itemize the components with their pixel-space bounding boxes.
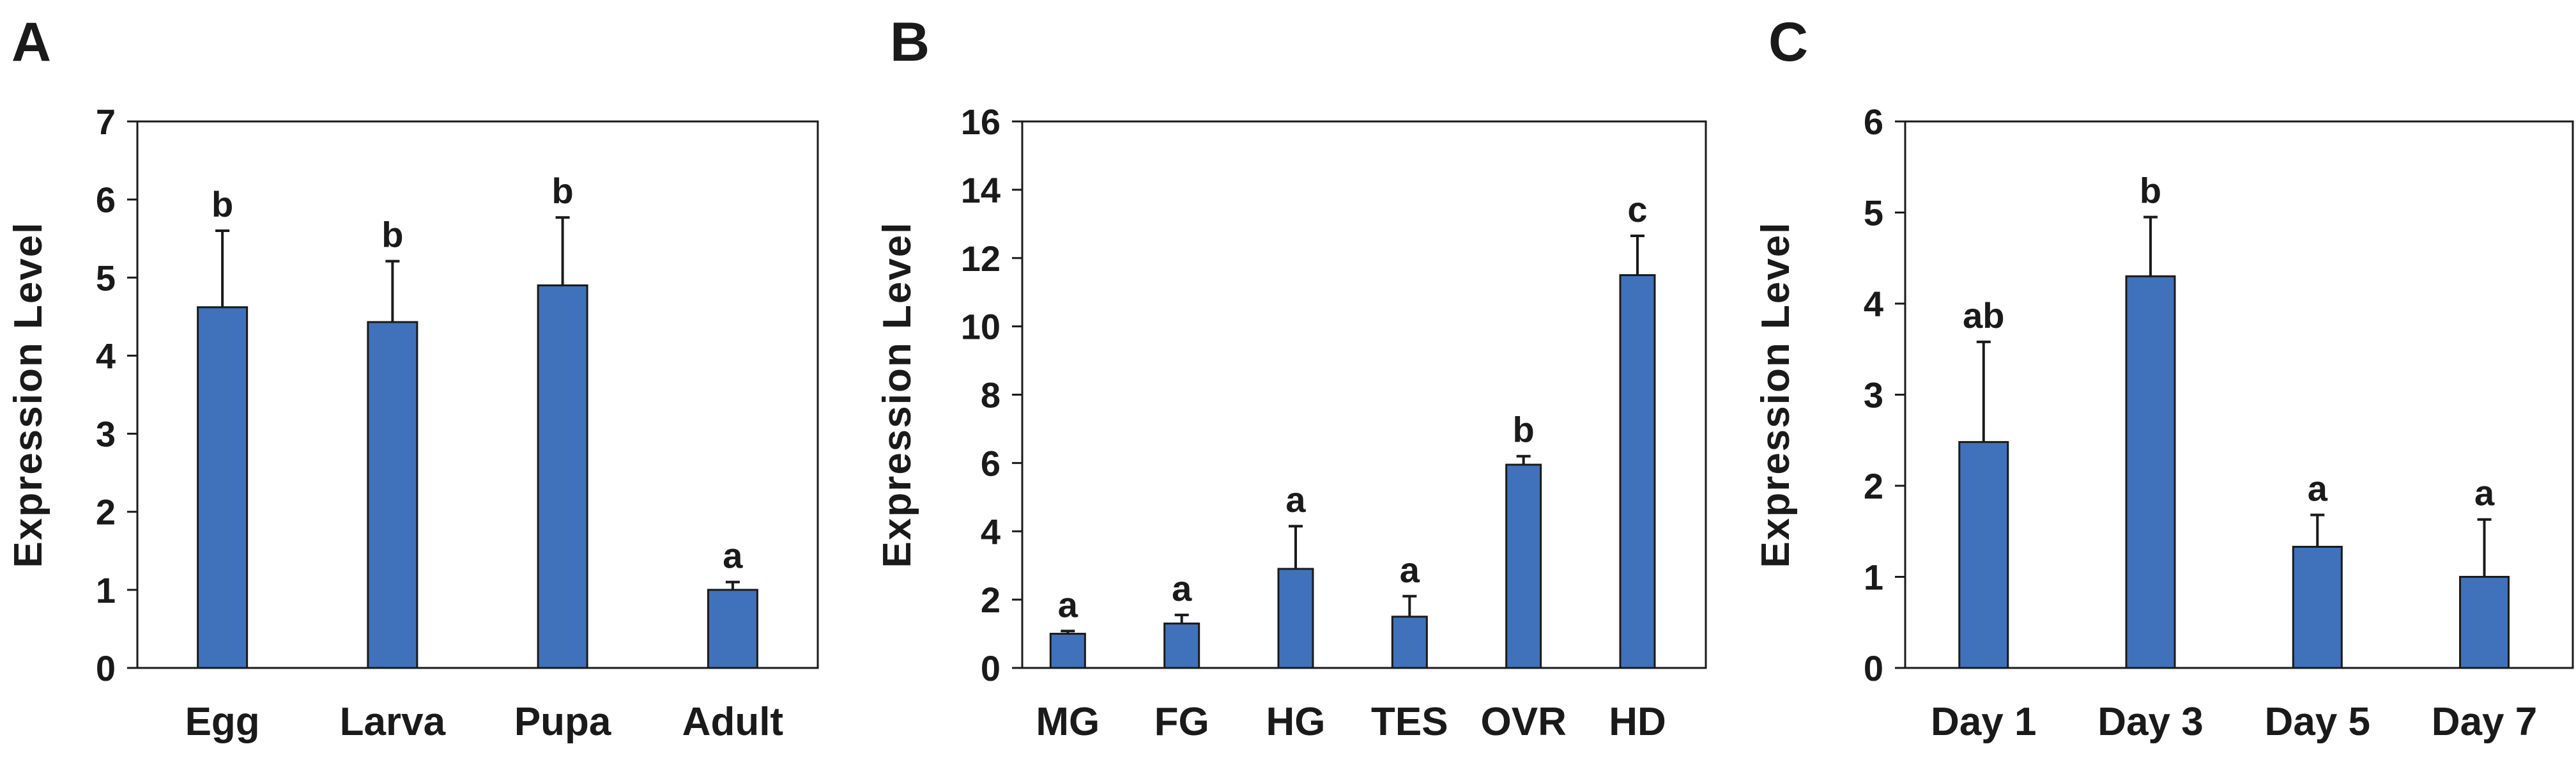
bar	[2125, 275, 2176, 669]
y-tick-label: 6	[1864, 102, 1883, 142]
x-tick-label: Pupa	[514, 700, 611, 744]
panel-a: A 0 1 2 3 4 5 6 7 Expression Level b Egg b Larva b Pupa…	[6, 12, 819, 744]
significance-letter: b	[552, 171, 574, 211]
panel-c: C 0 1 2 3 4 5 6 Expression Level ab Day 1 b Day 3 a Da…	[1754, 12, 2574, 744]
significance-letter: b	[381, 215, 403, 255]
y-tick-label: 12	[961, 238, 1000, 279]
significance-letter: a	[1400, 550, 1420, 590]
y-axis-label: Expression Level	[875, 221, 919, 568]
bar	[707, 589, 758, 669]
y-tick-label: 7	[96, 102, 116, 142]
significance-letter: a	[723, 536, 743, 576]
bar	[367, 321, 418, 669]
significance-letter: a	[2474, 473, 2495, 513]
y-tick-label: 1	[1864, 557, 1883, 598]
y-tick-label: 5	[96, 258, 116, 298]
x-tick-label: Day 3	[2097, 700, 2203, 744]
y-tick-label: 5	[1864, 193, 1883, 233]
significance-letter: b	[2140, 171, 2161, 211]
y-tick-label: 2	[1864, 466, 1883, 506]
y-tick-label: 6	[981, 443, 1000, 483]
y-tick-label: 8	[981, 375, 1000, 415]
significance-letter: c	[1627, 189, 1647, 229]
x-tick-label: TES	[1371, 700, 1448, 744]
x-tick-label: FG	[1154, 700, 1209, 744]
x-tick-label: HD	[1609, 700, 1666, 744]
y-tick-label: 6	[96, 180, 116, 220]
plot-frame	[136, 120, 819, 669]
panel-letter-a: A	[12, 12, 51, 73]
bar	[2292, 545, 2343, 669]
y-tick-label: 2	[981, 580, 1000, 620]
y-axis-label: Expression Level	[1754, 221, 1798, 568]
bar	[1391, 616, 1428, 669]
bar	[197, 306, 249, 669]
x-tick-label: Adult	[682, 700, 783, 744]
y-tick-label: 10	[961, 307, 1000, 347]
y-tick-label: 4	[981, 511, 1000, 552]
x-tick-label: Day 1	[1931, 700, 2036, 744]
panel-b: B 0 2 4 6 8 10 12 14 16 Expression Level a MG a FG a HG a…	[875, 12, 1707, 744]
significance-letter: a	[1285, 479, 1306, 520]
y-tick-label: 0	[1864, 648, 1883, 688]
x-tick-label: Larva	[340, 700, 446, 744]
significance-letter: b	[1513, 410, 1535, 450]
y-tick-label: 3	[1864, 375, 1883, 415]
x-tick-label: OVR	[1480, 700, 1566, 744]
significance-letter: b	[211, 184, 233, 224]
panel-letter-b: B	[890, 12, 930, 73]
y-tick-label: 3	[96, 414, 116, 454]
plot-frame	[1904, 120, 2574, 669]
y-tick-label: 4	[1864, 284, 1883, 324]
plot-frame	[1021, 120, 1707, 669]
x-tick-label: Day 5	[2265, 700, 2370, 744]
x-tick-label: MG	[1036, 700, 1100, 744]
y-tick-label: 14	[961, 170, 1000, 210]
significance-letter: a	[2308, 469, 2328, 509]
bar	[1505, 463, 1542, 669]
x-tick-label: Egg	[185, 700, 260, 744]
bar	[1049, 633, 1086, 669]
bar	[1619, 274, 1656, 669]
significance-letter: ab	[1963, 295, 2004, 336]
bar	[1163, 623, 1200, 669]
panel-letter-c: C	[1768, 12, 1808, 73]
y-tick-label: 2	[96, 492, 116, 532]
y-tick-label: 4	[96, 336, 116, 376]
x-tick-label: HG	[1266, 700, 1326, 744]
x-tick-label: Day 7	[2432, 700, 2537, 744]
y-axis-label: Expression Level	[6, 221, 50, 568]
bar	[1277, 568, 1314, 669]
significance-letter: a	[1058, 584, 1078, 624]
y-tick-label: 0	[981, 648, 1000, 688]
bar	[537, 284, 588, 669]
bar	[2459, 576, 2510, 669]
y-tick-label: 1	[96, 570, 116, 610]
bar	[1958, 441, 2009, 669]
significance-letter: a	[1172, 568, 1192, 608]
y-tick-label: 0	[96, 648, 116, 688]
y-tick-label: 16	[961, 102, 1000, 142]
